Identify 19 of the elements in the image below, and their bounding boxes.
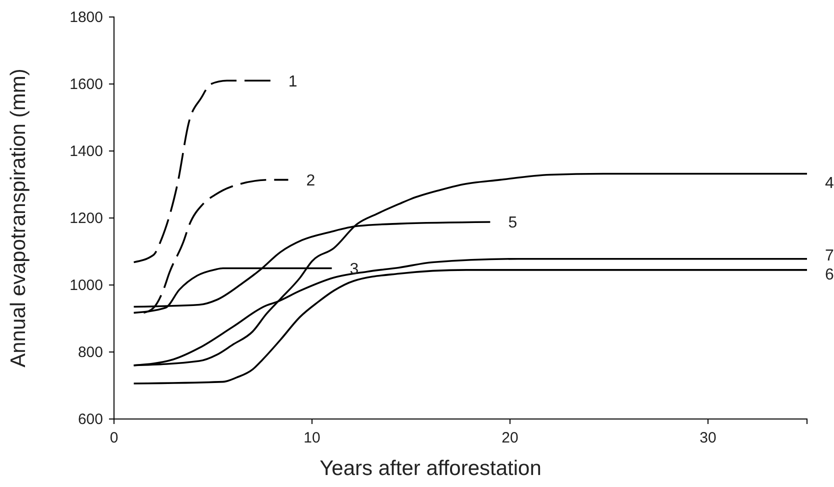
y-tick-label: 600 [78, 410, 103, 428]
annotation: 7 [825, 247, 834, 264]
y-axis-title: Annual evapotranspiration (mm) [7, 68, 30, 368]
y-tick-label: 1000 [70, 276, 103, 294]
annotation: 5 [508, 214, 518, 232]
x-axis-title: Years after afforestation [320, 457, 542, 480]
x-tick-label: 10 [304, 430, 320, 447]
y-tick-label: 1600 [70, 76, 103, 93]
annotation: 2 [306, 172, 316, 190]
x-tick-label: 20 [502, 430, 518, 447]
y-tick-label: 800 [78, 344, 103, 361]
x-tick-label: 0 [110, 430, 118, 447]
y-tick-label: 1200 [70, 210, 103, 227]
annotation: 6 [825, 266, 834, 284]
y-tick-label: 1800 [70, 8, 103, 26]
x-tick-label: 30 [700, 430, 716, 447]
y-tick-label: 1400 [70, 142, 103, 160]
annotation: 4 [825, 175, 834, 192]
annotation: 1 [288, 73, 298, 90]
